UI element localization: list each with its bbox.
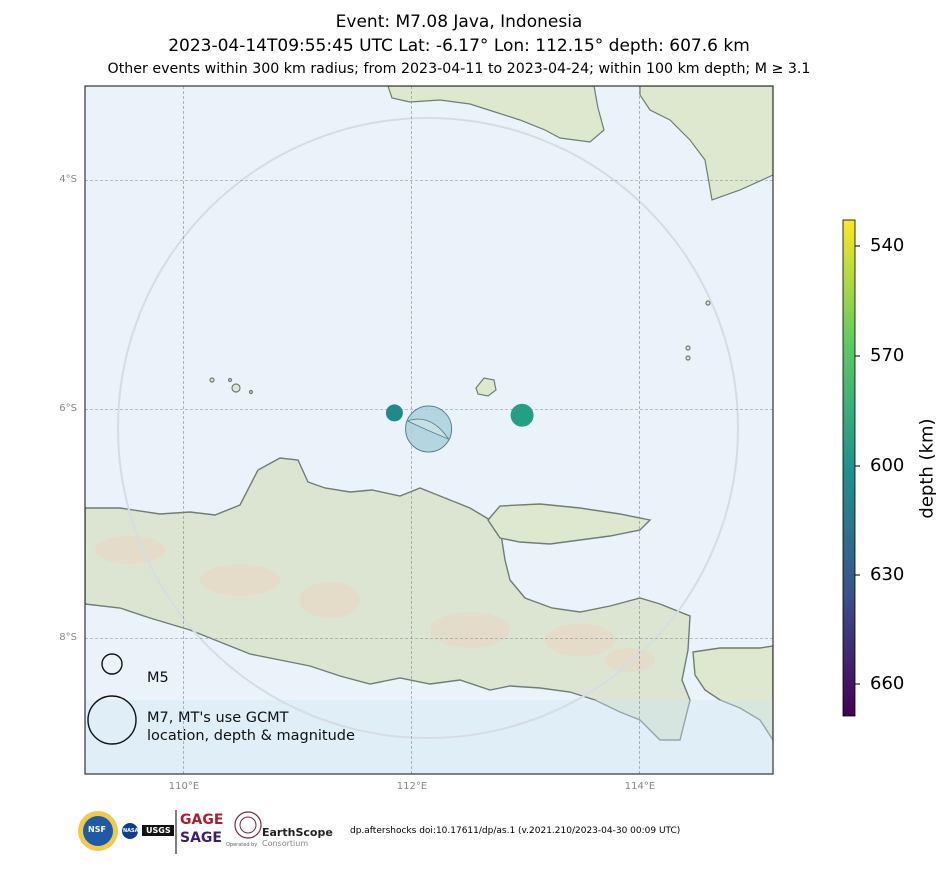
logo-strip: NSF NASA USGS GAGE SAGE EarthScope Conso… [76, 808, 336, 856]
legend-m7-label-line2: location, depth & magnitude [147, 728, 355, 744]
nsf-globe-icon [83, 816, 113, 846]
lat-label-4s: 4°S [59, 174, 77, 185]
gage-logo-text: GAGE [180, 812, 224, 828]
legend-m5-circle [101, 653, 123, 675]
event-marker-1[interactable] [385, 404, 403, 422]
colorbar-tick-600: 600 [870, 455, 905, 476]
legend-m7-label-line1: M7, MT's use GCMT [147, 710, 289, 726]
earthscope-logo-icon [234, 811, 262, 839]
logos-graphic [78, 811, 262, 851]
borneo-land [387, 86, 605, 143]
colorbar-tick-630: 630 [870, 564, 905, 585]
nasa-logo-text: NASA [123, 828, 139, 834]
events-layer [385, 403, 534, 453]
colorbar-ticks [855, 245, 860, 685]
main-event-beachball[interactable] [405, 405, 453, 453]
sage-logo-text: SAGE [180, 830, 222, 846]
bali-land [692, 645, 773, 742]
lon-label-112e: 112°E [396, 781, 428, 792]
lat-label-8s: 8°S [59, 632, 77, 643]
karimunjawa-islands [209, 377, 254, 395]
map-title: Event: M7.08 Java, Indonesia [335, 12, 583, 32]
search-criteria: Other events within 300 km radius; from … [107, 61, 811, 77]
bawean-island [475, 377, 497, 397]
consortium-logo-text: Consortium [262, 839, 309, 848]
lon-label-110e: 110°E [168, 781, 200, 792]
java-land [85, 457, 691, 741]
map-frame [84, 85, 774, 775]
colorbar-tick-660: 660 [870, 673, 905, 694]
lat-label-6s: 6°S [59, 403, 77, 414]
nsf-logo-text: NSF [88, 825, 106, 834]
operated-by-text: Operated by [226, 842, 258, 848]
kangean-islands [685, 300, 711, 361]
nasa-meatball-icon [122, 823, 138, 839]
lon-label-114e: 114°E [624, 781, 656, 792]
borneo-east-land [639, 86, 773, 201]
colorbar-tick-540: 540 [870, 235, 905, 256]
radius-circle [117, 117, 739, 739]
legend-m7-circle [87, 695, 137, 745]
doi-citation: dp.aftershocks doi:10.17611/dp/as.1 (v.2… [350, 826, 681, 836]
colorbar[interactable] [842, 219, 856, 717]
event-details: 2023-04-14T09:55:45 UTC Lat: -6.17° Lon:… [168, 36, 750, 56]
legend-m5-label: M5 [147, 670, 169, 686]
earthscope-logo-inner-icon [239, 816, 257, 834]
terrain-shading [95, 536, 655, 672]
usgs-logo-icon [142, 825, 174, 836]
earthscope-logo-text: EarthScope [262, 826, 333, 839]
usgs-logo-text: USGS [146, 826, 171, 835]
colorbar-title: depth (km) [916, 418, 938, 519]
event-marker-2[interactable] [510, 403, 534, 427]
colorbar-tick-570: 570 [870, 345, 905, 366]
madura-island [487, 503, 652, 545]
